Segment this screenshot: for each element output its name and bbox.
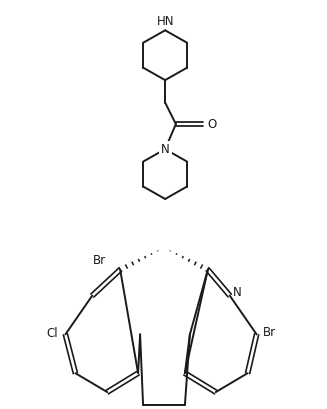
- Text: Cl: Cl: [47, 327, 58, 340]
- Text: N: N: [233, 286, 242, 299]
- Text: Br: Br: [263, 326, 276, 339]
- Text: HN: HN: [156, 15, 174, 28]
- Text: Br: Br: [93, 254, 106, 267]
- Text: O: O: [207, 117, 216, 130]
- Text: N: N: [161, 143, 169, 156]
